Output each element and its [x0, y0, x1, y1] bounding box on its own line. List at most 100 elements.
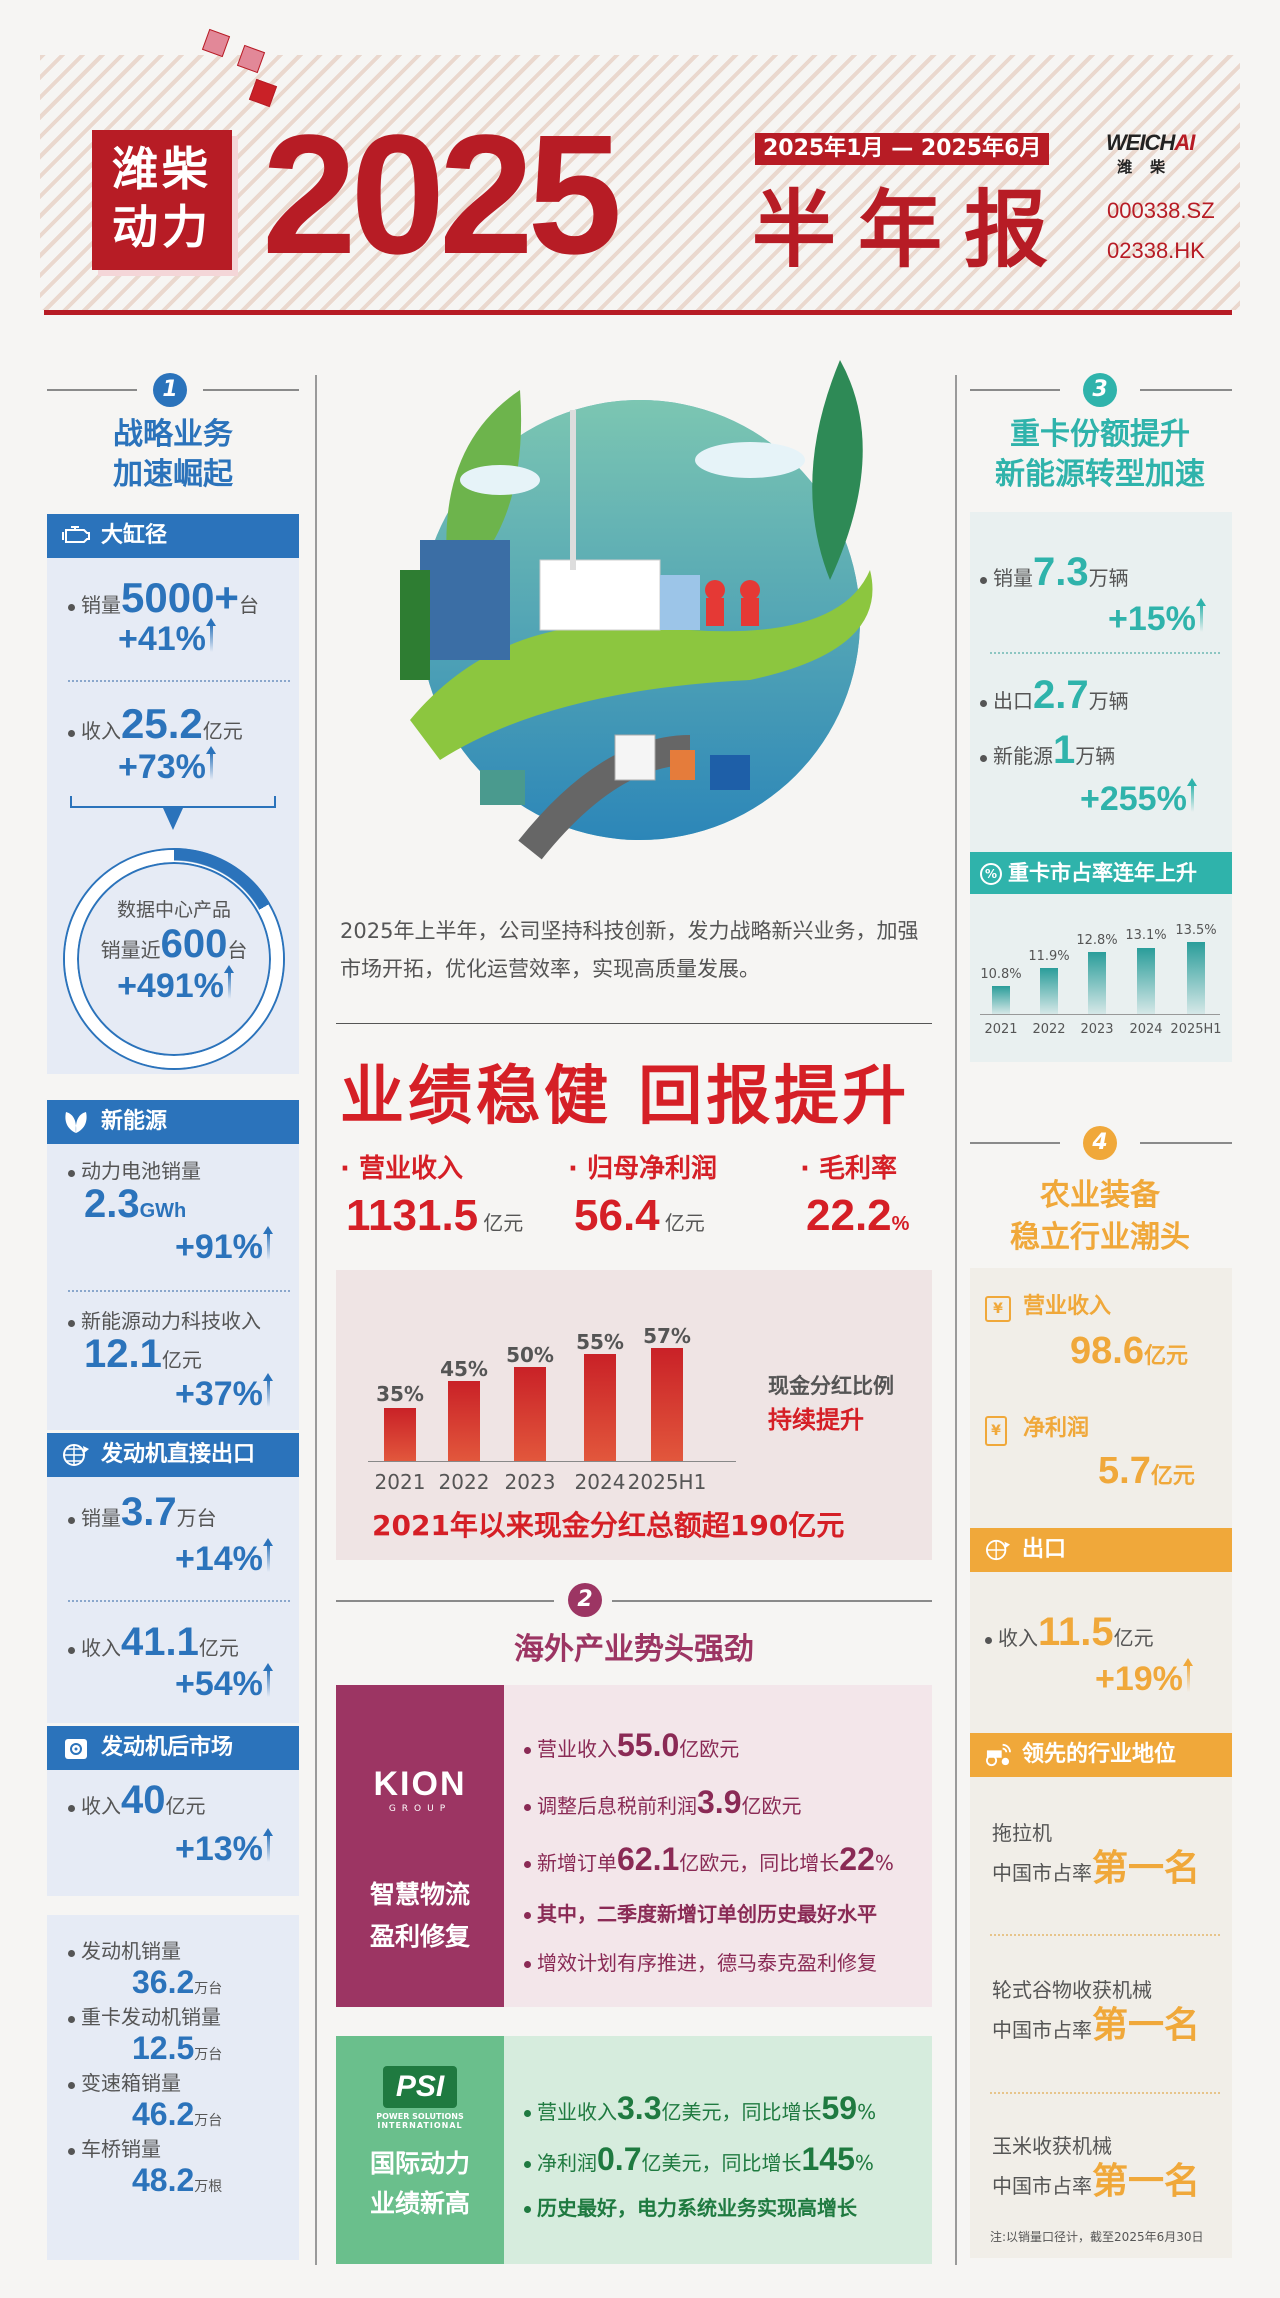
- kion-logo-sub: GROUP: [388, 1804, 452, 1814]
- title-line: 重卡份额提升: [1010, 417, 1190, 452]
- list-item: 营业收入55.0亿欧元: [524, 1727, 932, 1764]
- bar: [651, 1348, 683, 1461]
- value: 7.3: [1033, 550, 1089, 594]
- agri-revenue-label: ¥ 营业收入: [985, 1288, 1111, 1322]
- market-share-header: % 重卡市占率连年上升: [970, 852, 1232, 894]
- arrow-up-icon: [223, 965, 234, 999]
- x-tick: 2021: [984, 1022, 1018, 1037]
- truck-new-energy: 新能源1万辆: [980, 728, 1115, 773]
- x-tick: 2023: [504, 1470, 556, 1494]
- agri-profit-label: ¥ 净利润: [985, 1410, 1089, 1446]
- bar: [1040, 968, 1058, 1014]
- value: 1: [1053, 728, 1076, 772]
- growth: +13%: [175, 1830, 263, 1868]
- text: 增效计划有序推进，德马泰克盈利修复: [537, 1951, 877, 1975]
- ne-tech-value: 12.1亿元: [84, 1332, 202, 1377]
- bar: [992, 986, 1010, 1014]
- bar: [448, 1381, 480, 1461]
- x-tick: 2024: [574, 1470, 626, 1494]
- unit: 亿元: [165, 1794, 206, 1818]
- aftermarket-header: 发动机后市场: [47, 1726, 299, 1770]
- kpi-unit: 亿元: [664, 1211, 705, 1235]
- unit: 台: [227, 938, 248, 962]
- arrow-up-icon: [262, 1538, 273, 1572]
- bar-label: 13.1%: [1125, 928, 1167, 943]
- divider: [1140, 1142, 1232, 1144]
- section2-title: 海外产业势头强劲: [514, 1632, 754, 1667]
- list-item: 发动机销量 36.2万台: [68, 1935, 288, 2001]
- text: 营业收入: [537, 2100, 617, 2124]
- truck-sales-growth: +15%: [1108, 598, 1206, 639]
- label: 新能源动力科技收入: [81, 1309, 261, 1333]
- section-number-badge: 2: [568, 1583, 602, 1617]
- report-title: 半年报: [752, 181, 1071, 279]
- invoice-yen-icon: ¥: [985, 1296, 1011, 1322]
- value: 62.1: [617, 1841, 680, 1877]
- bar-label: 57%: [643, 1324, 691, 1348]
- label: 数据中心产品: [116, 899, 231, 921]
- bar: [384, 1408, 416, 1461]
- ne-tech-growth: +37%: [175, 1373, 273, 1414]
- unit: 万台: [194, 2047, 223, 2063]
- agri-revenue-value: 98.6亿元: [1070, 1330, 1188, 1373]
- truck-sales: 销量7.3万辆: [980, 550, 1129, 595]
- rank-value: 第一名: [1092, 1848, 1201, 1889]
- globe-icon: [63, 1444, 89, 1466]
- truck-export: 出口2.7万辆: [980, 673, 1129, 718]
- brand-badge: 潍柴 动力: [92, 130, 232, 270]
- bar-label: 45%: [440, 1357, 488, 1381]
- list-item: 其中，二季度新增订单创历史最好水平: [524, 1898, 932, 1927]
- aftermarket-growth: +13%: [175, 1828, 273, 1869]
- rank-product: 拖拉机: [992, 1821, 1052, 1845]
- down-pointer-icon: [163, 808, 183, 830]
- section-number-badge: 3: [1083, 373, 1117, 407]
- arrow-up-icon: [262, 1226, 273, 1260]
- ticker-sz: 000338.SZ: [1107, 198, 1215, 223]
- rank-product: 轮式谷物收获机械: [992, 1978, 1152, 2002]
- bracket: [70, 796, 276, 808]
- text: %: [874, 1851, 894, 1875]
- rank-product: 玉米收获机械: [992, 2134, 1112, 2158]
- text: %: [854, 2151, 874, 2175]
- divider: [336, 1600, 554, 1602]
- arrow-up-icon: [205, 746, 216, 780]
- dotted-divider: [990, 652, 1220, 654]
- bar-label: 50%: [506, 1343, 554, 1367]
- value: 2.3: [84, 1182, 140, 1226]
- section4-title: 农业装备 稳立行业潮头: [960, 1175, 1240, 1259]
- label: 车桥销量: [81, 2137, 161, 2161]
- report-year: 2025: [262, 100, 622, 290]
- value: 5.7: [1098, 1450, 1151, 1492]
- list-item: 调整后息税前利润3.9亿欧元: [524, 1784, 932, 1821]
- bar: [1187, 942, 1205, 1014]
- value: 3.9: [697, 1784, 742, 1820]
- header-hatch-background: [40, 55, 1240, 310]
- dotted-divider: [68, 680, 290, 682]
- text: 历史最好，电力系统业务实现高增长: [537, 2196, 857, 2220]
- divider: [612, 1600, 932, 1602]
- large-bore-header: 大缸径: [47, 514, 299, 558]
- brand-line2: 动力: [112, 200, 212, 254]
- growth: +73%: [118, 748, 206, 786]
- leaf-icon: [65, 1112, 87, 1133]
- value: 41.1: [121, 1620, 199, 1664]
- growth: +54%: [175, 1665, 263, 1703]
- header-label: 新能源: [101, 1109, 168, 1134]
- chart-caption-highlight: 持续提升: [768, 1406, 864, 1434]
- divider: [336, 1023, 932, 1024]
- title-line: 新能源转型加速: [995, 457, 1205, 492]
- header-label: 大缸径: [101, 523, 168, 548]
- x-tick: 2022: [1032, 1022, 1066, 1037]
- unit: 亿元: [198, 1636, 239, 1660]
- value: 5000+: [121, 574, 239, 621]
- leader-header: 领先的行业地位: [970, 1733, 1232, 1777]
- aftermarket-revenue: 收入40亿元: [68, 1778, 206, 1823]
- growth: +255%: [1080, 780, 1187, 818]
- list-item: 车桥销量 48.2万根: [68, 2133, 288, 2199]
- value: 145: [801, 2141, 855, 2177]
- text: 其中，二季度新增订单创历史最好水平: [537, 1902, 877, 1926]
- dividend-bar-chart: 35% 45% 50% 55% 57% 2021 2022 2023 2024 …: [368, 1324, 736, 1494]
- column-divider: [315, 375, 317, 2265]
- growth: +14%: [175, 1540, 263, 1578]
- arrow-up-icon: [262, 1828, 273, 1862]
